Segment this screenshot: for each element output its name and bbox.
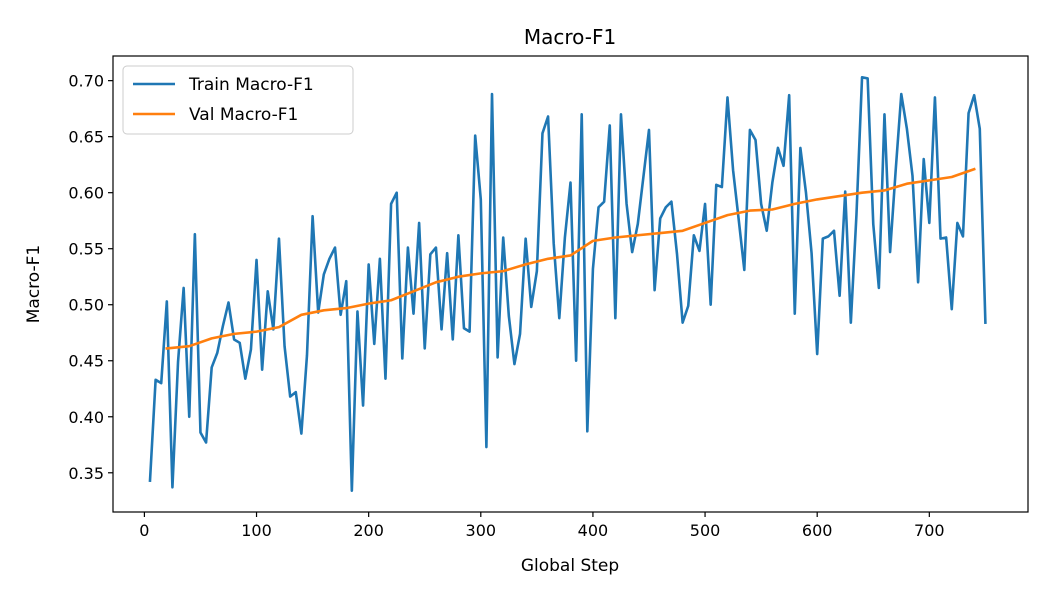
plot-area: 0 100 200 300 400 500 600 700 0.35 0.40 0.45 0.50 0.… (68, 55, 1029, 540)
legend-label-train: Train Macro-F1 (188, 75, 314, 95)
y-tick-label: 0.40 (68, 408, 104, 427)
x-tick-label: 600 (802, 521, 833, 540)
x-tick-label: 100 (241, 521, 272, 540)
chart-title: Macro-F1 (524, 25, 616, 49)
legend-label-val: Val Macro-F1 (189, 105, 298, 125)
legend-box (122, 65, 354, 135)
plot-frame (112, 55, 1029, 513)
x-tick-label: 700 (914, 521, 945, 540)
y-tick-label: 0.45 (68, 352, 104, 371)
legend: Train Macro-F1 Val Macro-F1 (122, 65, 354, 135)
x-tick-label: 500 (690, 521, 721, 540)
x-tick-label: 0 (139, 521, 149, 540)
series-line-val (165, 167, 976, 350)
y-tick-label: 0.55 (68, 240, 104, 259)
y-tick-label: 0.50 (68, 296, 104, 315)
y-tick-label: 0.65 (68, 128, 104, 147)
y-axis-label: Macro-F1 (24, 245, 44, 324)
x-tick-label: 200 (353, 521, 384, 540)
x-axis-label: Global Step (521, 556, 619, 576)
y-tick-label: 0.60 (68, 184, 104, 203)
series-line-train (148, 75, 987, 493)
x-tick-label: 400 (578, 521, 609, 540)
y-tick-label: 0.35 (68, 464, 104, 483)
y-tick-label: 0.70 (68, 72, 104, 91)
x-tick-label: 300 (466, 521, 497, 540)
